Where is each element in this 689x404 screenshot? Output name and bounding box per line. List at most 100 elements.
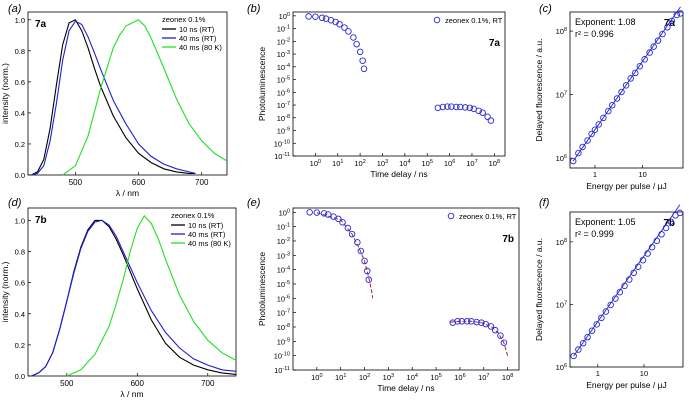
data-point xyxy=(584,333,591,341)
data-point xyxy=(356,48,364,56)
data-point xyxy=(598,314,605,322)
data-point xyxy=(312,13,319,20)
data-point xyxy=(336,20,343,28)
y-axis-label: intensity (norm.) xyxy=(0,261,10,322)
data-point xyxy=(677,10,684,17)
data-point xyxy=(654,37,662,44)
x-axis-label: Energy per pulse / µJ xyxy=(586,380,667,390)
x-tick-label: 108 xyxy=(502,373,513,382)
y-tick-label: 10-5 xyxy=(277,280,290,289)
panel-label: (a) xyxy=(8,3,22,15)
data-point xyxy=(602,308,610,315)
y-tick-label: 10-6 xyxy=(277,294,290,303)
data-point xyxy=(646,49,653,56)
data-point xyxy=(360,65,368,73)
y-axis-label: intensity (norm.) xyxy=(0,63,10,124)
data-point xyxy=(473,318,480,326)
data-point xyxy=(605,107,612,115)
x-tick-label: 100 xyxy=(311,373,322,382)
plot-frame xyxy=(292,11,506,157)
data-point xyxy=(479,109,486,116)
legend-entry: 40 ms (80 K) xyxy=(179,43,222,52)
data-point xyxy=(630,269,637,277)
panel-f: (f) 1 10 106 107 108 Energy per pulse / µJ Dela… xyxy=(534,197,684,390)
data-point xyxy=(482,320,489,328)
data-point xyxy=(662,224,670,232)
data-point xyxy=(664,24,671,31)
fit-exponent-annotation: Exponent: 1.08 xyxy=(575,17,636,27)
data-point xyxy=(667,218,674,225)
data-point xyxy=(339,219,346,226)
data-point xyxy=(584,137,591,144)
data-point xyxy=(613,95,621,102)
legend-entry: 40 ms (RT) xyxy=(179,34,217,43)
fit-curve xyxy=(450,320,509,356)
x-tick-label: 600 xyxy=(131,379,145,388)
data-point xyxy=(569,157,577,165)
data-point xyxy=(461,104,469,111)
fit-curve xyxy=(316,212,374,299)
x-tick-label: 101 xyxy=(335,373,346,382)
legend-entry: 40 ms (80 K) xyxy=(188,239,231,248)
y-tick-label: 1.0 xyxy=(15,16,25,25)
data-point xyxy=(618,88,625,96)
y-tick-label: 10-4 xyxy=(277,63,290,72)
y-tick-label: 10-1 xyxy=(277,223,290,232)
y-tick-label: 0.6 xyxy=(15,78,25,87)
y-axis-label: Photoluminescence xyxy=(257,47,267,121)
plot-frame xyxy=(569,11,684,169)
data-point xyxy=(313,209,321,216)
data-point xyxy=(444,103,451,110)
data-point xyxy=(653,237,661,245)
x-tick-label: 500 xyxy=(60,379,74,388)
series-line xyxy=(62,19,228,176)
panel-a: (a) 500 600 700 0.0 0.2 0.4 0.6 0.8 1.0 λ / nm inte… xyxy=(0,3,228,198)
x-tick-label: 10 xyxy=(639,170,647,179)
x-tick-label: 101 xyxy=(332,159,343,168)
y-tick-label: 108 xyxy=(556,27,567,36)
panel-label: (f) xyxy=(539,197,550,209)
data-point xyxy=(359,57,366,64)
data-point xyxy=(673,11,681,19)
y-tick-label: 10-9 xyxy=(277,127,290,136)
y-tick-label: 10-11 xyxy=(274,152,290,161)
data-point xyxy=(348,230,356,238)
x-axis-label: Time delay / ns xyxy=(377,383,434,393)
data-point xyxy=(676,209,684,217)
x-tick-label: 104 xyxy=(407,373,418,382)
data-point xyxy=(487,323,495,330)
sample-tag: 7a xyxy=(35,19,47,30)
x-tick-label: 100 xyxy=(310,159,321,168)
plot-frame xyxy=(27,11,228,176)
y-tick-label: 0.4 xyxy=(15,109,25,118)
panel-label: (b) xyxy=(247,3,261,15)
data-point xyxy=(439,103,447,111)
data-point xyxy=(345,28,352,35)
legend-entry: zeonex 0.1%, RT xyxy=(459,212,517,221)
y-tick-label: 10-1 xyxy=(277,25,290,34)
data-point xyxy=(324,211,332,218)
data-point xyxy=(591,126,599,134)
fit-exponent-annotation: Exponent: 1.05 xyxy=(575,217,636,227)
sample-tag: 7a xyxy=(664,18,676,29)
y-tick-label: 0.4 xyxy=(15,310,25,319)
y-tick-label: 0.2 xyxy=(15,140,25,149)
y-tick-label: 1.0 xyxy=(15,216,25,225)
data-point xyxy=(454,318,461,325)
fit-r2-annotation: r² = 0.996 xyxy=(575,29,614,39)
y-tick-label: 107 xyxy=(556,91,567,100)
data-point xyxy=(335,215,342,223)
data-point xyxy=(327,17,335,24)
x-tick-label: 1 xyxy=(596,369,600,378)
data-point xyxy=(616,288,624,296)
data-point xyxy=(575,346,582,353)
data-point xyxy=(627,75,634,82)
data-point xyxy=(641,56,648,63)
legend-marker xyxy=(433,16,441,24)
data-point xyxy=(632,69,639,77)
y-tick-label: 10-2 xyxy=(277,237,290,246)
data-point xyxy=(639,256,647,264)
data-point xyxy=(626,276,633,283)
data-point xyxy=(595,121,602,128)
